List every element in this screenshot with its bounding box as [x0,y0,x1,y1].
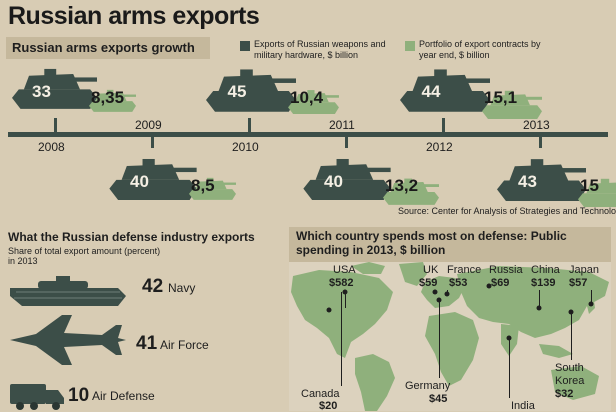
page-title: Russian arms exports [8,2,260,30]
spending-section-title: Which country spends most on defense: Pu… [296,229,567,257]
country-value-russia: $69 [491,277,510,289]
legend-label-portfolio: Portfolio of export contracts by year en… [419,39,541,60]
leader-line [591,290,592,304]
leader-line [341,292,342,386]
navy-value: 42 [142,276,164,297]
portfolio-value-label: 13,2 [385,176,419,195]
section-band [6,37,210,59]
year-label: 2011 [329,118,355,132]
leader-line [509,340,510,398]
leader-line [439,302,440,378]
country-value-france: $53 [449,277,468,289]
portfolio-value-label: 8,35 [91,88,125,107]
country-name-china: China [531,264,560,276]
tank-portfolio-2008 [89,89,136,112]
exports-value-label: 45 [227,82,247,101]
leader-line [345,290,346,308]
fighter-jet-icon [10,315,126,365]
timeline-tick [539,134,542,148]
year-label: 2012 [426,140,453,154]
exports-value-label: 40 [130,172,149,191]
tank-portfolio-2009 [189,177,236,200]
tank-exports-2008 [12,68,97,109]
country-name-india: India [511,400,535,412]
tank-exports-2011 [303,158,391,200]
exports-section-title: What the Russian defense industry export… [8,230,255,244]
country-value-south-korea: $32 [555,388,574,400]
country-value-usa: $582 [329,277,354,289]
section-band [289,227,611,262]
truck-icon [10,384,64,410]
year-label: 2010 [232,140,259,154]
growth-section-title: Russian arms exports growth [12,40,195,55]
air-force-label: Air Force [160,338,209,352]
country-name-usa: USA [333,264,356,276]
country-value-canada: $20 [319,400,338,412]
air-defense-value: 10 [68,385,90,406]
tank-portfolio-2011 [383,178,439,205]
exports-value-label: 44 [421,82,441,101]
country-value-japan: $57 [569,277,588,289]
timeline-tick [345,134,348,148]
tank-portfolio-2010 [288,90,339,114]
country-name-france: France [447,264,482,276]
timeline-tick [248,118,251,132]
country-name-japan: Japan [569,264,599,276]
year-label: 2013 [523,118,550,132]
timeline-tick [54,118,57,132]
country-name-south-korea: South Korea [555,362,585,387]
country-name-uk: UK [423,264,439,276]
tank-exports-2012 [400,69,490,112]
leader-line [435,290,436,292]
exports-value-label: 40 [324,172,343,191]
portfolio-value-label: 8,5 [191,176,215,195]
source-note: Source: Center for Analysis of Strategie… [398,206,616,216]
portfolio-value-label: 15 [580,176,599,195]
tank-portfolio-2013 [578,178,616,207]
country-value-china: $139 [531,277,556,289]
country-value-uk: $59 [419,277,438,289]
country-name-germany: Germany [405,380,451,392]
timeline-axis [8,132,608,137]
country-value-germany: $45 [429,393,448,405]
year-label: 2009 [135,118,162,132]
leader-line [447,290,448,294]
tank-portfolio-2012 [482,90,542,119]
legend-swatch-portfolio [405,41,415,51]
portfolio-value-label: 15,1 [484,88,518,107]
air-defense-label: Air Defense [92,389,155,403]
country-name-russia: Russia [489,264,523,276]
year-label: 2008 [38,140,65,154]
timeline-tick [151,134,154,148]
navy-label: Navy [168,281,196,295]
exports-section-subtitle: Share of total export amount (percent) i… [8,246,161,266]
world-map: USA $582 UK $59 France $53 Russia $69 Ch… [289,262,611,412]
ship-icon [10,276,126,306]
legend-swatch-exports [240,41,250,51]
leader-line [571,314,572,360]
exports-value-label: 33 [32,82,51,101]
country-name-canada: Canada [301,388,340,400]
portfolio-value-label: 10,4 [290,88,324,107]
tank-exports-2010 [206,69,296,112]
leader-line [539,290,540,308]
exports-value-label: 43 [518,172,537,191]
air-force-value: 41 [136,333,158,354]
tank-exports-2013 [497,159,586,201]
legend-label-exports: Exports of Russian weapons and military … [254,39,386,60]
timeline-tick [442,118,445,132]
tank-exports-2009 [109,158,197,200]
